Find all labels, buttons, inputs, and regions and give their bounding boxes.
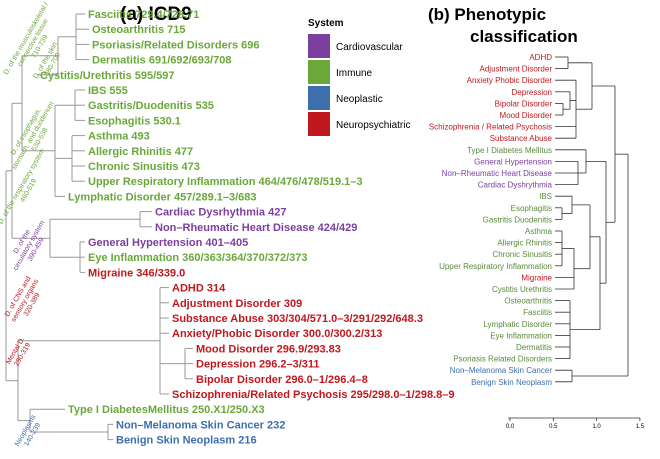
right-title: (b) Phenotypic xyxy=(428,5,546,24)
leaf-label: Fasciitis xyxy=(523,308,552,317)
axis-tick-label: 1.0 xyxy=(592,424,601,430)
leaf-label: Fasciitis 729.4/728.71 xyxy=(88,9,199,21)
leaf-label: Mood Disorder 296.9/293.83 xyxy=(196,343,341,355)
leaf-label: Benign Skin Neoplasm xyxy=(471,378,552,387)
leaf-label: Upper Respiratory Inflammation xyxy=(439,262,552,271)
leaf-label: Migraine 346/339.0 xyxy=(88,267,185,279)
leaf-label: ADHD 314 xyxy=(172,283,226,295)
leaf-label: Depression 296.2–3/311 xyxy=(196,359,320,371)
axis-tick-label: 0.5 xyxy=(549,424,558,430)
leaf-label: Esophagitis 530.1 xyxy=(88,115,181,127)
leaf-label: Gastritis Duodenitis xyxy=(483,215,552,224)
leaf-label: Lymphatic Disorder 457/289.1–3/683 xyxy=(68,191,257,203)
leaf-label: Chronic Sinusitis xyxy=(492,250,552,259)
leaf-label: Benign Skin Neoplasm 216 xyxy=(116,435,257,447)
leaf-label: General Hypertension 401–405 xyxy=(88,237,248,249)
leaf-label: Lymphatic Disorder xyxy=(483,320,552,329)
legend-label: Neuropsychiatric xyxy=(336,120,410,131)
legend-label: Neoplastic xyxy=(336,94,383,105)
axis-tick-label: 0.0 xyxy=(506,424,515,430)
leaf-label: Asthma xyxy=(525,227,553,236)
leaf-label: Bipolar Disorder xyxy=(495,99,553,108)
leaf-label: Non–Rheumatic Heart Disease xyxy=(442,169,553,178)
leaf-label: Schizophrenia/Related Psychosis 295/298.… xyxy=(172,389,455,401)
leaf-label: Substance Abuse xyxy=(490,134,553,143)
leaf-label: Type I DiabetesMellitus 250.X1/250.X3 xyxy=(68,404,265,416)
legend-swatch xyxy=(308,60,330,84)
leaf-label: IBS 555 xyxy=(88,85,128,97)
left-title: (a) ICD9 xyxy=(120,4,192,25)
leaf-label: Psoriasis Related Disorders xyxy=(453,355,552,364)
leaf-label: Substance Abuse 303/304/571.0–3/291/292/… xyxy=(172,313,423,325)
leaf-label: Allergic Rhinitis 477 xyxy=(88,146,193,158)
leaf-label: Migraine xyxy=(521,273,552,282)
legend-swatch xyxy=(308,86,330,110)
leaf-label: Mood Disorder xyxy=(500,111,553,120)
leaf-label: Anxiety/Phobic Disorder 300.0/300.2/313 xyxy=(172,328,382,340)
leaf-label: Eye Inflammation xyxy=(490,331,552,340)
legend-swatch xyxy=(308,34,330,58)
right-title: classification xyxy=(470,27,578,46)
leaf-label: Anxiety Phobic Disorder xyxy=(467,76,553,85)
leaf-label: Upper Respiratory Inflammation 464/476/4… xyxy=(88,176,363,188)
leaf-label: Non–Melanoma Skin Cancer 232 xyxy=(116,419,285,431)
legend-label: Immune xyxy=(336,68,373,79)
leaf-label: Asthma 493 xyxy=(88,131,150,143)
legend-swatch xyxy=(308,112,330,136)
leaf-label: Adjustment Disorder 309 xyxy=(172,298,302,310)
leaf-label: Cardiac Dyshrythmia xyxy=(478,181,553,190)
leaf-label: Type I Diabetes Mellitus xyxy=(467,146,552,155)
leaf-label: Allergic Rhinitis xyxy=(497,239,552,248)
leaf-label: Eye Inflammation 360/363/364/370/372/373 xyxy=(88,252,308,264)
leaf-label: Schizophrenia / Related Psychosis xyxy=(429,123,552,132)
leaf-label: Psoriasis/Related Disorders 696 xyxy=(92,39,260,51)
leaf-label: Depression xyxy=(512,88,552,97)
leaf-label: Non–Melanoma Skin Cancer xyxy=(450,366,553,375)
axis-tick-label: 1.5 xyxy=(636,424,645,430)
leaf-label: Cardiac Dysrhythmia 427 xyxy=(155,207,286,219)
leaf-label: Osteoarthritis xyxy=(504,297,552,306)
legend-title: System xyxy=(308,18,344,29)
leaf-label: Esophagitis xyxy=(511,204,552,213)
leaf-label: Cystitis Urethritis xyxy=(492,285,552,294)
leaf-label: Chronic Sinusitis 473 xyxy=(88,161,200,173)
leaf-label: Bipolar Disorder 296.0–1/296.4–8 xyxy=(196,374,368,386)
legend-label: Cardiovascular xyxy=(336,42,403,53)
leaf-label: Adjustment Disorder xyxy=(480,65,553,74)
leaf-label: Dermatitis xyxy=(516,343,552,352)
leaf-label: IBS xyxy=(539,192,552,201)
leaf-label: Non–Rheumatic Heart Disease 424/429 xyxy=(155,222,357,234)
leaf-label: Gastritis/Duodenitis 535 xyxy=(88,100,214,112)
leaf-label: Dermatitis 691/692/693/708 xyxy=(92,55,231,67)
leaf-label: ADHD xyxy=(529,53,552,62)
leaf-label: General Hypertension xyxy=(474,157,552,166)
leaf-label: Osteoarthritis 715 xyxy=(92,24,186,36)
leaf-label: Cystitis/Urethritis 595/597 xyxy=(40,70,175,82)
